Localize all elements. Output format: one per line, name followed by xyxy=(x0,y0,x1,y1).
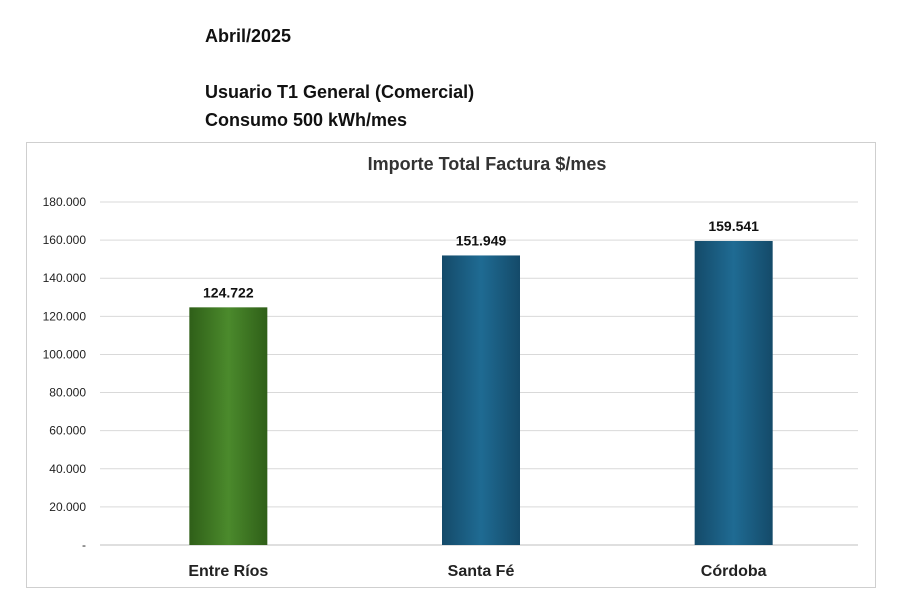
header-date: Abril/2025 xyxy=(205,26,292,46)
x-tick-label: Córdoba xyxy=(701,563,767,580)
y-tick-label: 120.000 xyxy=(43,309,87,323)
bars xyxy=(189,240,773,545)
y-tick-label: - xyxy=(82,538,86,552)
x-axis-labels: Entre Ríos Santa Fé Córdoba xyxy=(188,563,766,580)
bar xyxy=(442,255,520,545)
header-user-type: Usuario T1 General (Comercial) xyxy=(205,82,475,102)
y-tick-label: 20.000 xyxy=(49,500,86,514)
value-label: 159.541 xyxy=(708,218,759,234)
value-label: 151.949 xyxy=(456,232,507,248)
y-tick-label: 80.000 xyxy=(49,386,86,400)
bar xyxy=(694,240,773,545)
x-tick-label: Entre Ríos xyxy=(188,563,268,580)
y-tick-label: 40.000 xyxy=(49,462,86,476)
x-tick-label: Santa Fé xyxy=(448,563,515,580)
y-tick-label: 180.000 xyxy=(43,195,87,209)
value-labels: 124.722 151.949 159.541 xyxy=(203,218,759,300)
y-axis-ticks: - 20.000 40.000 60.000 80.000 100.000 120.000 1… xyxy=(43,195,87,552)
y-tick-label: 100.000 xyxy=(43,347,87,361)
bar xyxy=(189,307,268,545)
chart-title: Importe Total Factura $/mes xyxy=(368,154,607,174)
value-label: 124.722 xyxy=(203,284,254,300)
y-tick-label: 60.000 xyxy=(49,424,86,438)
y-tick-label: 140.000 xyxy=(43,271,87,285)
header-consumption: Consumo 500 kWh/mes xyxy=(205,110,408,130)
y-tick-label: 160.000 xyxy=(43,233,87,247)
